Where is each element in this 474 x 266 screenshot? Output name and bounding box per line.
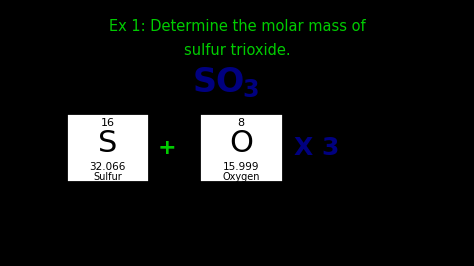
- Text: Ex 1: Determine the molar mass of: Ex 1: Determine the molar mass of: [109, 19, 365, 34]
- Text: 16: 16: [100, 118, 115, 128]
- Text: X 3: X 3: [294, 136, 339, 160]
- Text: 8: 8: [237, 118, 245, 128]
- Bar: [66, 113, 149, 182]
- Text: O: O: [229, 129, 253, 158]
- Text: Oxygen: Oxygen: [222, 172, 260, 182]
- Text: SO: SO: [193, 66, 245, 99]
- Text: sulfur trioxide.: sulfur trioxide.: [184, 43, 290, 58]
- Bar: [199, 113, 283, 182]
- Text: 15.999: 15.999: [223, 162, 259, 172]
- Text: 3: 3: [243, 78, 259, 102]
- Text: Sulfur: Sulfur: [93, 172, 122, 182]
- Text: +: +: [158, 138, 177, 158]
- Text: S: S: [98, 129, 117, 158]
- Text: 32.066: 32.066: [90, 162, 126, 172]
